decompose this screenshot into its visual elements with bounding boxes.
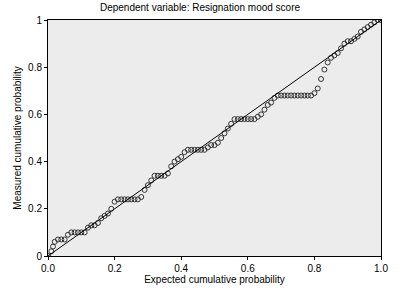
svg-text:0.8: 0.8 <box>307 263 321 274</box>
svg-text:0.2: 0.2 <box>108 263 122 274</box>
svg-text:Measured cumulative probabilit: Measured cumulative probability <box>12 66 23 209</box>
svg-text:0.2: 0.2 <box>28 203 42 214</box>
svg-text:Dependent variable: Resignatio: Dependent variable: Resignation mood sco… <box>100 2 301 13</box>
svg-text:0.6: 0.6 <box>241 263 255 274</box>
svg-text:1.0: 1.0 <box>374 263 388 274</box>
svg-text:0: 0 <box>36 251 42 262</box>
svg-text:Expected cumulative probabilit: Expected cumulative probability <box>144 274 285 285</box>
svg-text:0.8: 0.8 <box>28 62 42 73</box>
svg-text:0.6: 0.6 <box>28 109 42 120</box>
svg-text:0.4: 0.4 <box>174 263 188 274</box>
svg-text:0.0: 0.0 <box>41 263 55 274</box>
svg-text:1: 1 <box>36 15 42 26</box>
svg-text:0.4: 0.4 <box>28 156 42 167</box>
